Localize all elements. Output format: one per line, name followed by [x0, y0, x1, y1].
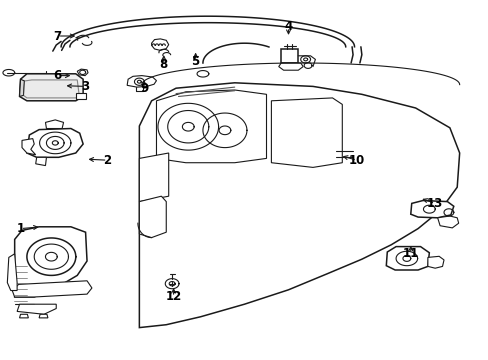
Polygon shape — [271, 98, 342, 167]
Circle shape — [19, 286, 28, 293]
Text: 11: 11 — [402, 247, 418, 260]
Polygon shape — [36, 157, 46, 166]
Text: 1: 1 — [17, 222, 24, 235]
Polygon shape — [139, 196, 166, 238]
Polygon shape — [45, 120, 63, 129]
Polygon shape — [127, 76, 156, 87]
Polygon shape — [20, 79, 24, 96]
Bar — [334, 145, 353, 163]
Bar — [274, 120, 335, 134]
Polygon shape — [410, 201, 453, 218]
Text: 6: 6 — [54, 69, 61, 82]
Polygon shape — [39, 314, 48, 318]
Polygon shape — [23, 80, 79, 98]
Text: 12: 12 — [165, 291, 182, 303]
Polygon shape — [386, 247, 428, 270]
Bar — [239, 102, 254, 112]
Bar — [274, 104, 335, 118]
Circle shape — [73, 283, 83, 290]
Polygon shape — [20, 314, 28, 318]
Polygon shape — [76, 93, 85, 99]
Text: 3: 3 — [81, 80, 89, 93]
Polygon shape — [156, 90, 266, 163]
Polygon shape — [17, 304, 56, 314]
Text: 10: 10 — [348, 154, 365, 167]
Polygon shape — [278, 63, 303, 70]
Polygon shape — [7, 254, 17, 291]
Bar — [210, 175, 295, 227]
Polygon shape — [15, 227, 87, 297]
Polygon shape — [27, 129, 83, 157]
Text: 13: 13 — [426, 197, 443, 210]
Text: 5: 5 — [191, 55, 199, 68]
Text: 8: 8 — [160, 58, 167, 71]
Polygon shape — [427, 256, 443, 268]
Text: 7: 7 — [54, 30, 61, 42]
Polygon shape — [139, 153, 168, 202]
Text: 2: 2 — [103, 154, 111, 167]
Polygon shape — [77, 69, 88, 76]
Polygon shape — [281, 49, 298, 63]
Polygon shape — [139, 83, 459, 328]
Text: 4: 4 — [284, 21, 292, 33]
Bar — [256, 102, 265, 112]
Bar — [274, 136, 335, 148]
Polygon shape — [12, 281, 92, 297]
Polygon shape — [22, 139, 36, 155]
Text: 9: 9 — [140, 82, 148, 95]
Polygon shape — [151, 39, 168, 50]
Polygon shape — [20, 74, 83, 101]
Polygon shape — [437, 216, 458, 228]
